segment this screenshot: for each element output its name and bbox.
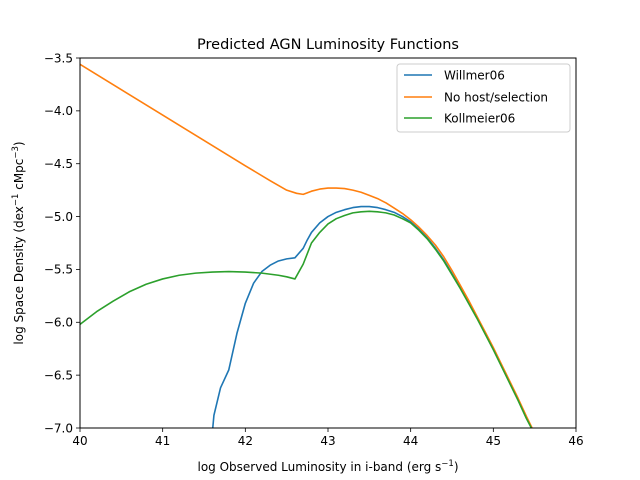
x-tick-label: 41 <box>155 434 170 448</box>
x-tick-label: 46 <box>568 434 583 448</box>
x-axis-label: log Observed Luminosity in i-band (erg s… <box>197 459 458 474</box>
legend-entry: No host/selection <box>404 91 548 105</box>
legend-box <box>396 63 571 133</box>
legend-entry: Kollmeier06 <box>404 112 515 126</box>
series-layer <box>80 63 533 428</box>
series-line-willmer06 <box>211 205 533 428</box>
series-line-no-host-selection <box>80 63 533 428</box>
x-tick-label: 42 <box>238 434 253 448</box>
legend-entry: Willmer06 <box>404 69 505 83</box>
series-line-kollmeier06 <box>80 210 533 428</box>
x-axis-ticks: 40 41 42 43 44 45 46 <box>72 428 584 448</box>
y-tick-label: −5.5 <box>44 263 73 277</box>
x-tick-label: 40 <box>72 434 87 448</box>
y-tick-label: −6.5 <box>44 368 73 382</box>
x-tick-label: 45 <box>486 434 501 448</box>
y-axis-ticks: −7.0 −6.5 −6.0 −5.5 −5.0 −4.5 −4.0 −3.5 <box>44 51 80 435</box>
legend-label-no-host-selection: No host/selection <box>444 91 548 105</box>
y-tick-label: −5.0 <box>44 210 73 224</box>
x-tick-label: 44 <box>403 434 418 448</box>
legend-label-willmer06: Willmer06 <box>444 69 505 83</box>
legend: Willmer06 No host/selection Kollmeier06 <box>396 63 571 133</box>
y-tick-label: −4.0 <box>44 104 73 118</box>
y-tick-label: −7.0 <box>44 421 73 435</box>
y-tick-label: −6.0 <box>44 316 73 330</box>
legend-label-kollmeier06: Kollmeier06 <box>444 112 515 126</box>
y-axis-label: log Space Density (dex−1 cMpc−3) <box>11 141 26 344</box>
chart-title: Predicted AGN Luminosity Functions <box>197 37 459 53</box>
y-tick-label: −4.5 <box>44 157 73 171</box>
y-tick-label: −3.5 <box>44 51 73 65</box>
x-tick-label: 43 <box>320 434 335 448</box>
